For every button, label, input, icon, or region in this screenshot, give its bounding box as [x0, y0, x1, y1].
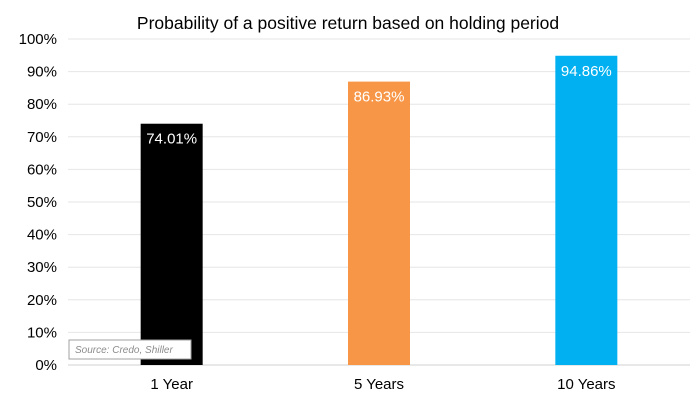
- x-axis-categories: 1 Year 5 Years 10 Years: [150, 376, 615, 393]
- source-note-box: [68, 339, 192, 360]
- y-tick-label: 100%: [19, 31, 57, 48]
- y-tick-label: 30%: [27, 259, 57, 276]
- y-tick-label: 0%: [35, 357, 57, 374]
- source-note: Source: Credo, Shiller: [68, 339, 192, 360]
- y-tick-label: 40%: [27, 227, 57, 244]
- data-label: 74.01%: [146, 131, 197, 148]
- data-label: 86.93%: [354, 89, 405, 106]
- y-tick-label: 10%: [27, 324, 57, 341]
- data-label: 94.86%: [561, 63, 612, 80]
- bars: [140, 55, 618, 365]
- y-tick-label: 80%: [27, 96, 57, 113]
- y-tick-label: 20%: [27, 292, 57, 309]
- source-note-text: Source: Credo, Shiller: [75, 345, 173, 356]
- chart-title: Probability of a positive return based o…: [137, 13, 559, 33]
- data-labels: 74.01% 86.93% 94.86%: [146, 63, 612, 148]
- bar: [555, 55, 618, 365]
- x-category-label: 10 Years: [557, 376, 615, 393]
- x-category-label: 5 Years: [354, 376, 404, 393]
- y-tick-label: 90%: [27, 64, 57, 81]
- y-tick-label: 70%: [27, 129, 57, 146]
- x-category-label: 1 Year: [150, 376, 193, 393]
- y-tick-label: 60%: [27, 161, 57, 178]
- y-tick-label: 50%: [27, 194, 57, 211]
- y-axis-ticks: 0% 10% 20% 30% 40% 50% 60% 70% 80% 90% 100%: [19, 31, 57, 374]
- bar: [348, 81, 410, 365]
- bar: [140, 123, 203, 365]
